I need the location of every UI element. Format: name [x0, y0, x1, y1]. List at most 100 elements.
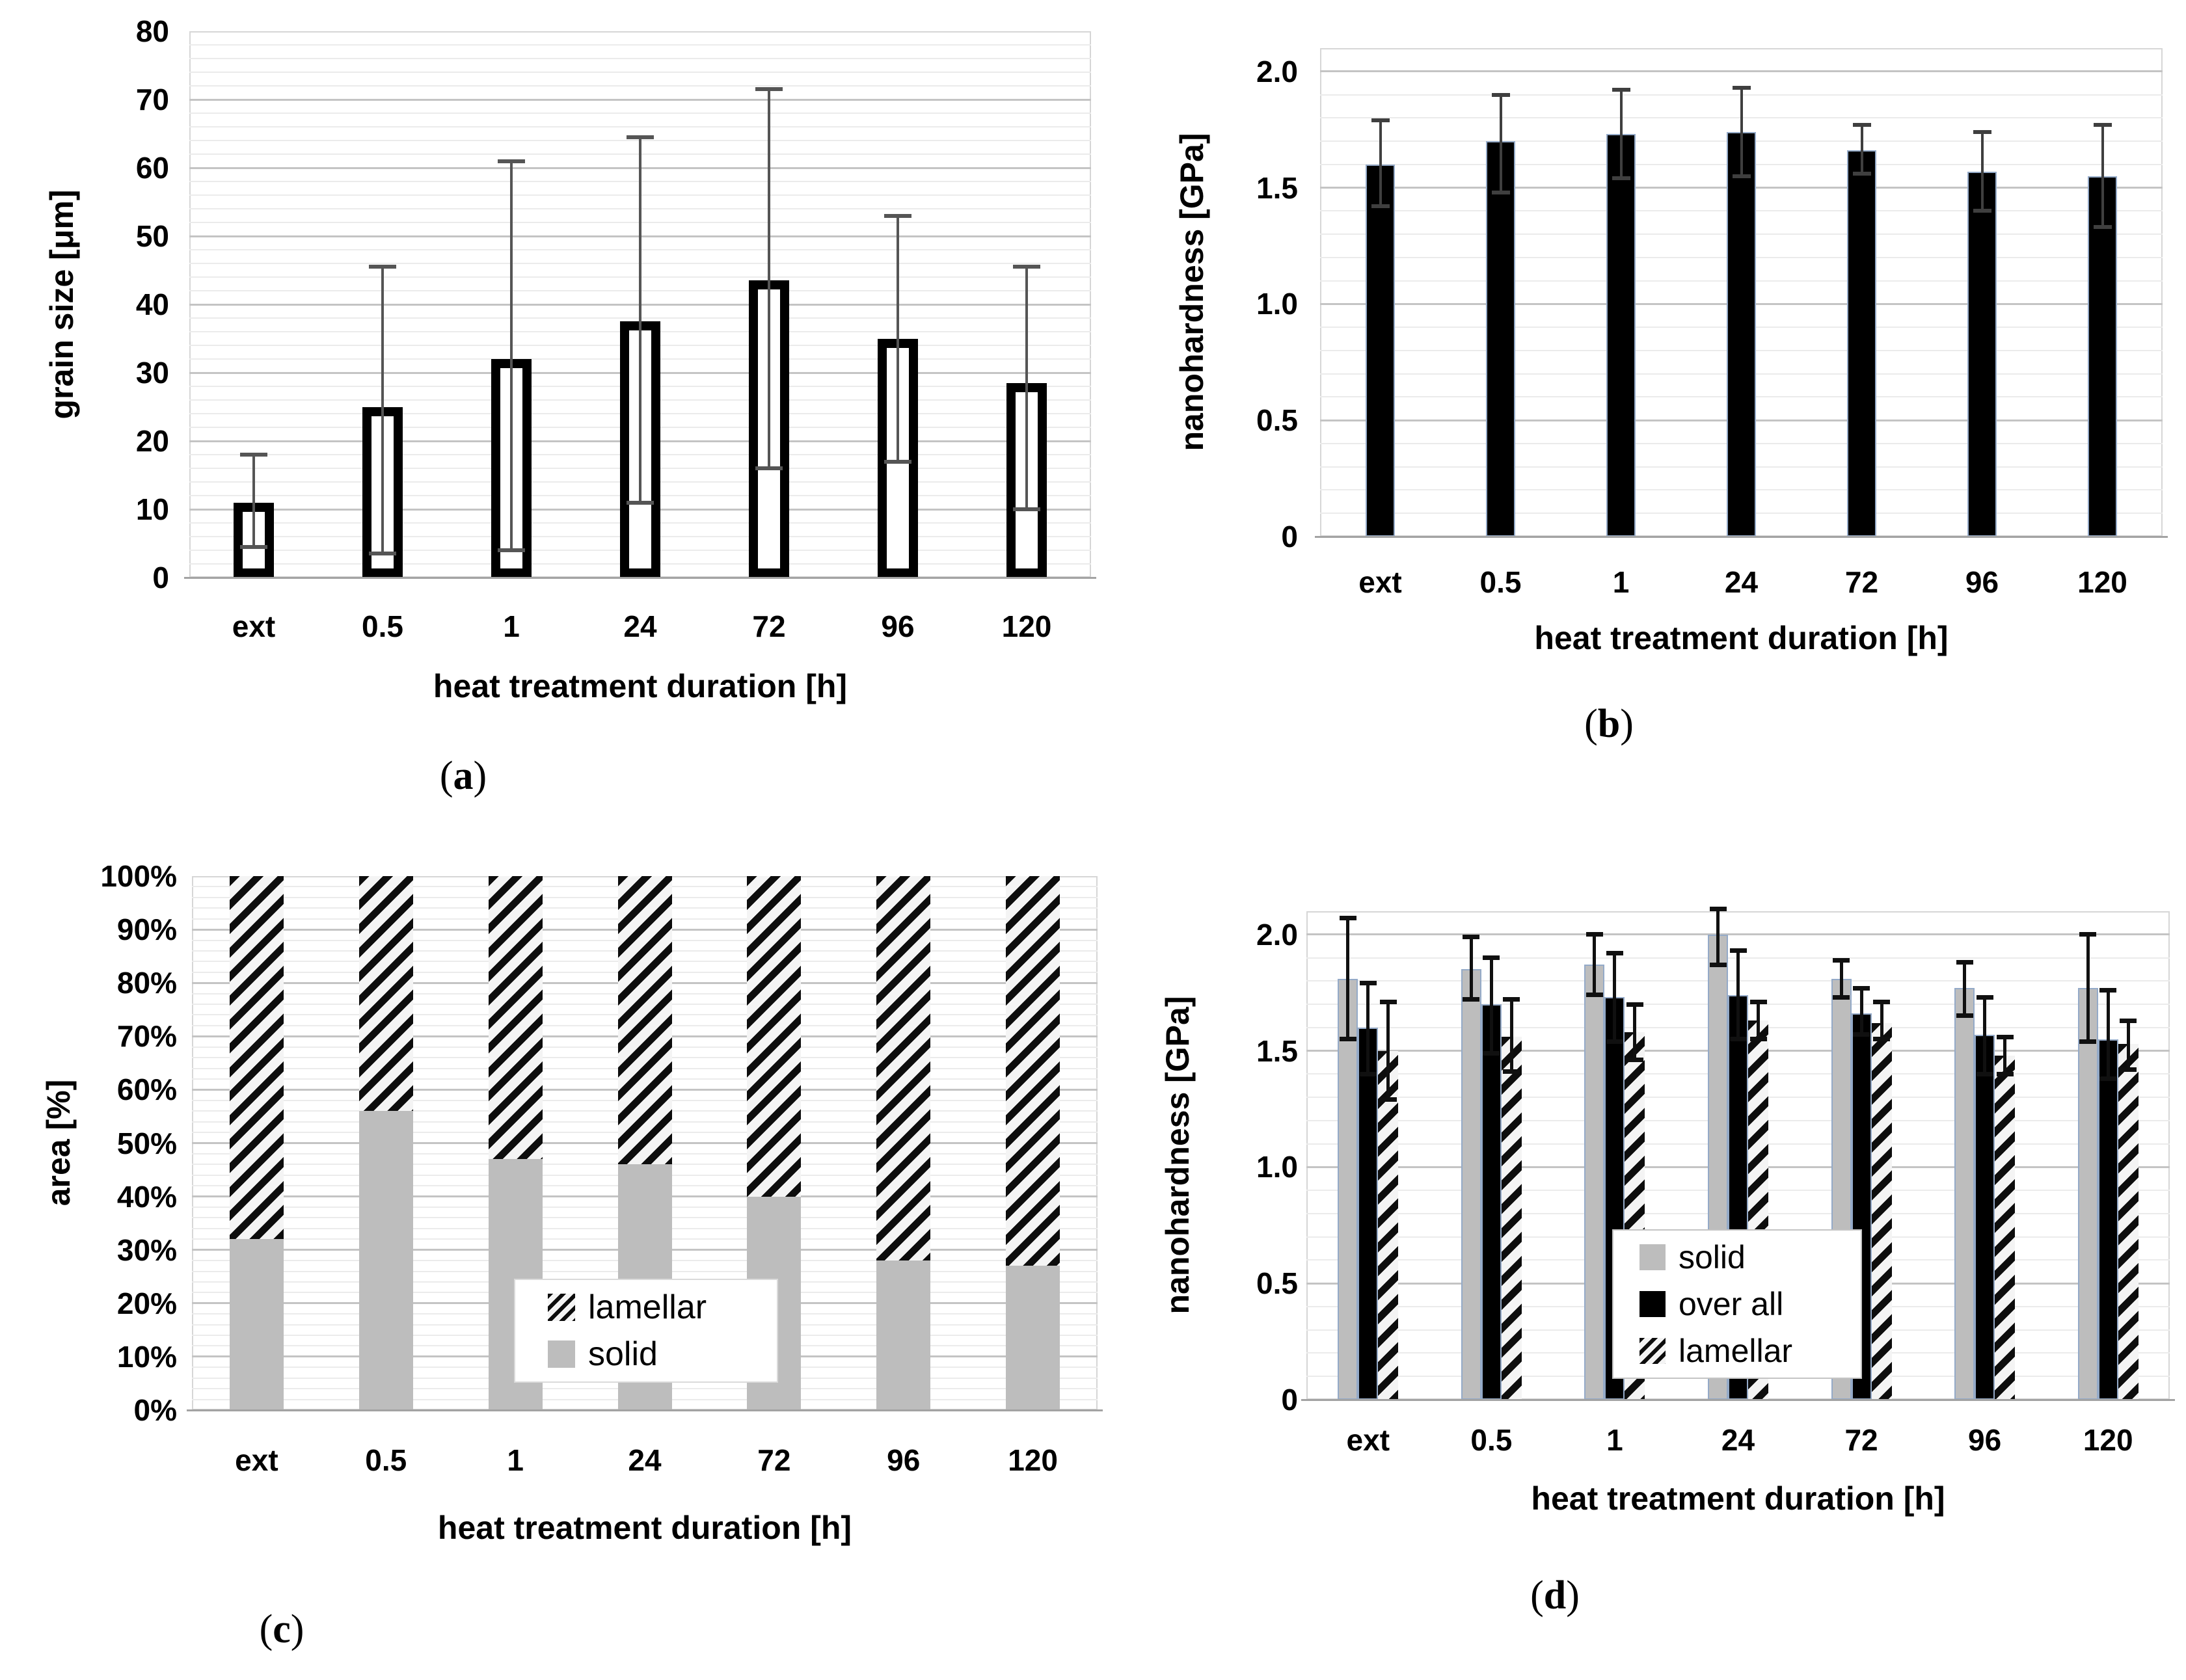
- y-tick-label: 30%: [116, 1233, 177, 1267]
- bar-solid: [1461, 969, 1481, 1400]
- error-bar-cap-top: [1606, 950, 1623, 955]
- error-bar-cap-top: [369, 265, 396, 269]
- bar-nanohardness: [1606, 134, 1636, 537]
- caption-d-letter: d: [1543, 1573, 1567, 1618]
- legend-swatch-gray: [1640, 1244, 1666, 1270]
- caption-a-pre: (: [439, 754, 453, 798]
- error-bar-line: [1366, 983, 1370, 1074]
- y-tick-label: 0: [1281, 520, 1298, 553]
- error-bar-line: [1633, 1004, 1637, 1060]
- x-axis-line: [1315, 536, 2168, 538]
- error-bar-cap-bottom: [1626, 1058, 1643, 1063]
- bar-lamellar: [1995, 1055, 2016, 1400]
- caption-c-pre: (: [259, 1607, 273, 1651]
- caption-d-pre: (: [1530, 1573, 1544, 1618]
- x-category-label: 120: [1001, 609, 1052, 643]
- error-bar-cap-bottom: [240, 544, 267, 549]
- x-axis-title-a: heat treatment duration [h]: [433, 668, 848, 704]
- y-axis-title-c: area [%]: [40, 1079, 77, 1207]
- x-category-label: 72: [757, 1443, 791, 1477]
- x-axis-title-c: heat treatment duration [h]: [437, 1510, 852, 1546]
- y-tick-label: 2.0: [1256, 917, 1298, 952]
- error-bar-cap-top: [1956, 960, 1973, 965]
- error-bar-cap-bottom: [498, 548, 525, 552]
- legend-label: lamellar: [588, 1288, 707, 1326]
- error-bar-line: [1757, 1002, 1760, 1039]
- error-bar-line: [1025, 267, 1028, 509]
- error-bar-line: [639, 137, 641, 503]
- error-bar-line: [2126, 1020, 2130, 1070]
- legend-swatch-gray: [548, 1340, 575, 1368]
- y-tick-label: 50: [135, 219, 169, 253]
- error-bar-cap-top: [2093, 123, 2112, 127]
- y-tick-label: 30: [135, 356, 169, 390]
- x-axis-line: [184, 577, 1096, 579]
- x-category-label: 24: [1721, 1423, 1755, 1457]
- y-tick-label: 80%: [116, 966, 177, 1000]
- bar-nanohardness: [1847, 150, 1876, 537]
- x-category-label: ext: [1346, 1423, 1390, 1457]
- bar-segment-solid: [876, 1260, 931, 1410]
- x-category-label: 96: [1965, 565, 1999, 599]
- error-bar-line: [1716, 909, 1720, 965]
- error-bar-line: [1963, 962, 1967, 1016]
- y-axis-title-b: nanohardness [GPa]: [1174, 133, 1210, 451]
- y-tick-label: 60: [135, 151, 169, 185]
- error-bar-cap-bottom: [369, 552, 396, 556]
- error-bar-cap-top: [1852, 123, 1871, 127]
- x-axis-title-b: heat treatment duration [h]: [1534, 620, 1949, 656]
- y-tick-label: 90%: [116, 913, 177, 947]
- y-tick-label: 40%: [116, 1179, 177, 1214]
- error-bar-cap-top: [1463, 934, 1480, 939]
- error-bar-line: [897, 215, 899, 462]
- x-axis-title-d: heat treatment duration [h]: [1531, 1480, 1945, 1517]
- y-tick-label: 2.0: [1256, 54, 1298, 88]
- error-bar-cap-top: [1749, 999, 1767, 1004]
- x-category-label: 96: [1968, 1423, 2002, 1457]
- error-bar-line: [1859, 988, 1863, 1035]
- caption-d-post: ): [1566, 1573, 1580, 1618]
- error-bar-line: [1613, 953, 1617, 1042]
- error-bar-cap-bottom: [1586, 993, 1603, 998]
- error-bar-cap-top: [884, 213, 911, 218]
- bar-segment-lamellar: [488, 876, 543, 1160]
- error-bar-cap-bottom: [1833, 994, 1850, 1000]
- error-bar-line: [252, 455, 255, 547]
- y-tick-label: 10%: [116, 1339, 177, 1374]
- bar-over-all: [1975, 1034, 1995, 1400]
- caption-d: (d): [1483, 1573, 1626, 1619]
- caption-c-post: ): [290, 1607, 304, 1651]
- error-bar-cap-bottom: [1612, 176, 1630, 181]
- bar-over-all: [1358, 1027, 1379, 1400]
- bar-over-all: [2098, 1039, 2118, 1400]
- error-bar-cap-top: [1996, 1034, 2014, 1039]
- y-tick-label: 1.5: [1256, 170, 1298, 205]
- legend-swatch-hatch: [548, 1294, 575, 1321]
- error-bar-cap-bottom: [1729, 1037, 1747, 1042]
- bar-over-all: [1481, 1004, 1502, 1400]
- legend-label: over all: [1679, 1286, 1784, 1322]
- error-bar-cap-top: [1853, 985, 1870, 991]
- legend-label: solid: [1679, 1239, 1746, 1275]
- x-category-label: 0.5: [362, 609, 403, 643]
- caption-b: (b): [1537, 701, 1680, 747]
- bar-lamellar: [1378, 1050, 1399, 1400]
- y-tick-label: 1.0: [1256, 1150, 1298, 1184]
- legend-label: lamellar: [1679, 1333, 1793, 1369]
- x-category-label: 24: [1724, 565, 1759, 599]
- gridline-minor: [189, 126, 1091, 127]
- error-bar-cap-top: [1371, 118, 1390, 122]
- x-category-label: 24: [628, 1443, 662, 1477]
- bar-segment-lamellar: [747, 876, 802, 1197]
- gridline-minor: [189, 44, 1091, 46]
- error-bar-cap-bottom: [2120, 1067, 2137, 1072]
- bar-segment-lamellar: [1006, 876, 1060, 1266]
- x-axis-line: [1301, 1399, 2175, 1401]
- caption-a-post: ): [473, 754, 487, 798]
- error-bar-cap-bottom: [1483, 1050, 1500, 1056]
- error-bar-cap-top: [2079, 932, 2097, 937]
- error-bar-line: [1346, 918, 1350, 1039]
- x-category-label: ext: [235, 1443, 278, 1477]
- bar-segment-lamellar: [617, 876, 672, 1165]
- error-bar-line: [1983, 997, 1987, 1074]
